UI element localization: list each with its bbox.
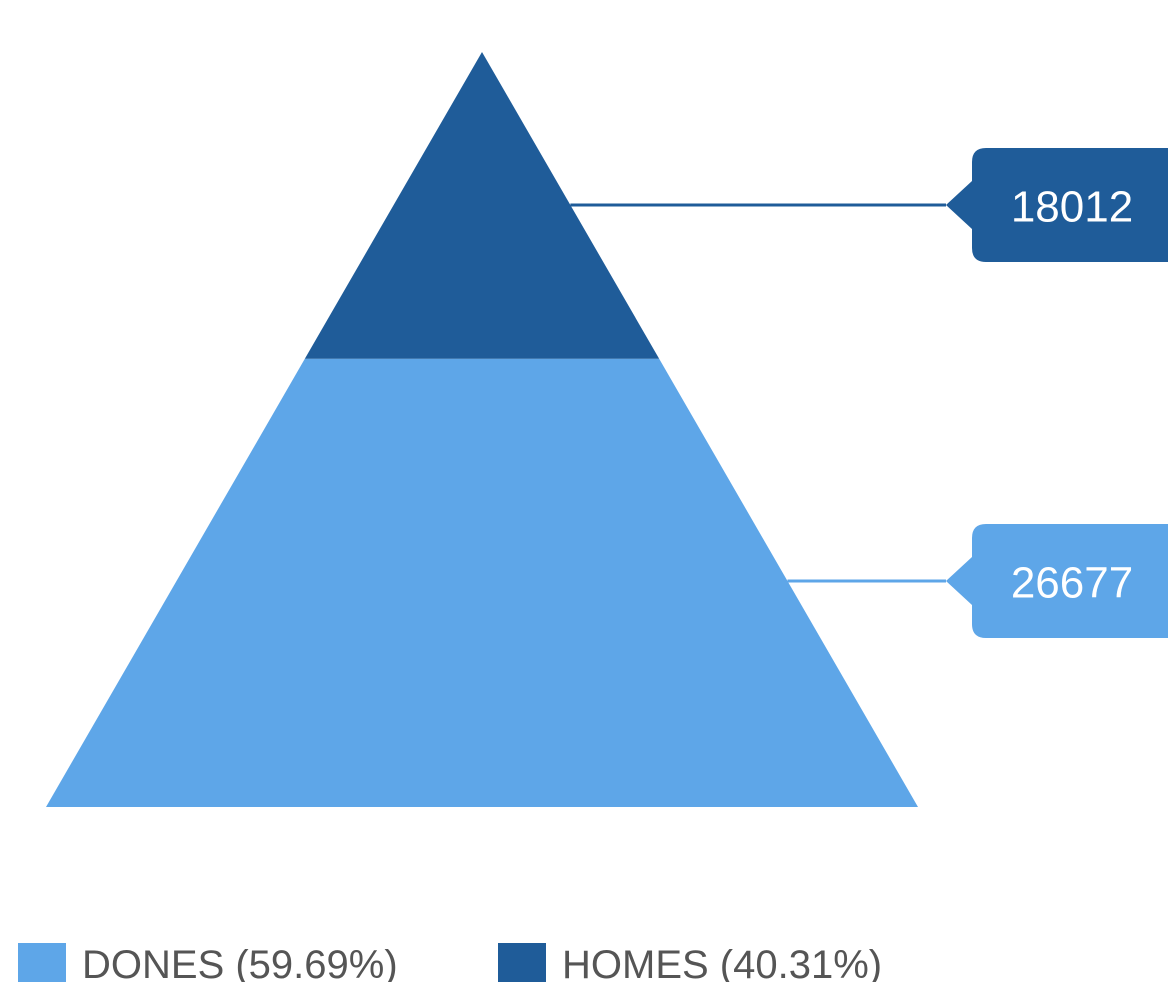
pyramid-segment-homes[interactable] — [304, 52, 660, 359]
legend-swatch-homes[interactable] — [498, 943, 546, 982]
legend-label-dones[interactable]: DONES (59.69%) — [82, 943, 398, 982]
value-label-homes: 18012 — [1011, 183, 1133, 232]
value-callout-dones — [946, 524, 1168, 638]
legend: DONES (59.69%) HOMES (40.31%) — [18, 943, 882, 982]
legend-swatch-dones[interactable] — [18, 943, 66, 982]
value-label-dones: 26677 — [1011, 559, 1133, 608]
value-callout-homes — [946, 148, 1168, 262]
pyramid-segment-dones[interactable] — [46, 358, 918, 807]
legend-label-homes[interactable]: HOMES (40.31%) — [562, 943, 882, 982]
